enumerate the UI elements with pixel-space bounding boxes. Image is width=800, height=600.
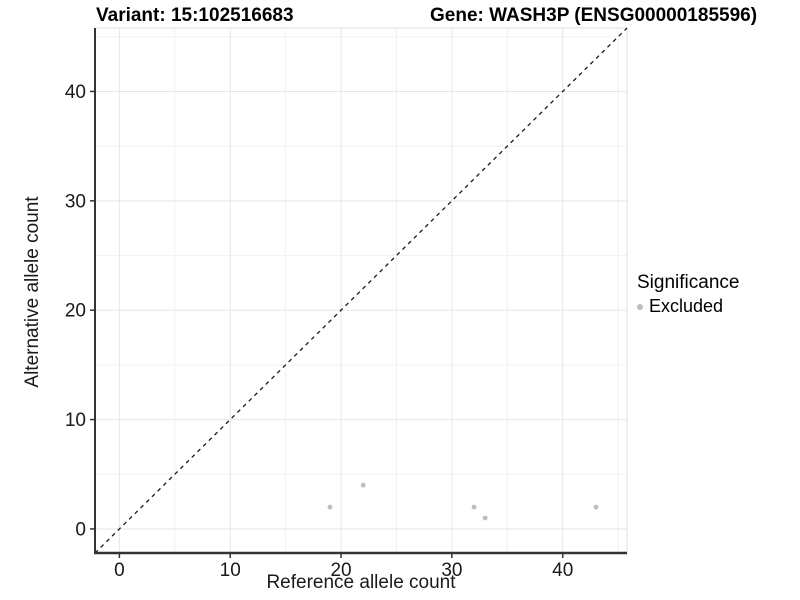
x-tick-label: 40 [552,560,573,581]
y-tick-label: 10 [65,410,86,431]
y-axis-title: Alternative allele count [22,196,43,388]
legend-item-label: Excluded [649,296,724,316]
x-tick-label: 20 [330,560,351,581]
x-tick-label: 10 [220,560,241,581]
legend-title: Significance [637,272,740,293]
legend: Significance Excluded [637,272,739,317]
y-tick-label: 30 [65,191,86,212]
data-point [360,482,366,488]
legend-point-icon [637,303,643,310]
y-tick-label: 40 [65,82,86,103]
data-point [327,504,333,510]
data-point [593,504,599,510]
x-tick-label: 30 [441,560,462,581]
data-point [482,515,488,521]
y-tick-label: 0 [75,519,86,540]
legend-item-excluded: Excluded [637,296,739,317]
x-tick-label: 0 [114,560,125,581]
data-point [471,504,477,510]
y-tick-label: 20 [65,301,86,322]
variant-title: Variant: 15:102516683 [96,5,294,26]
x-axis-title: Reference allele count [266,572,456,593]
gene-title: Gene: WASH3P (ENSG00000185596) [430,5,758,26]
